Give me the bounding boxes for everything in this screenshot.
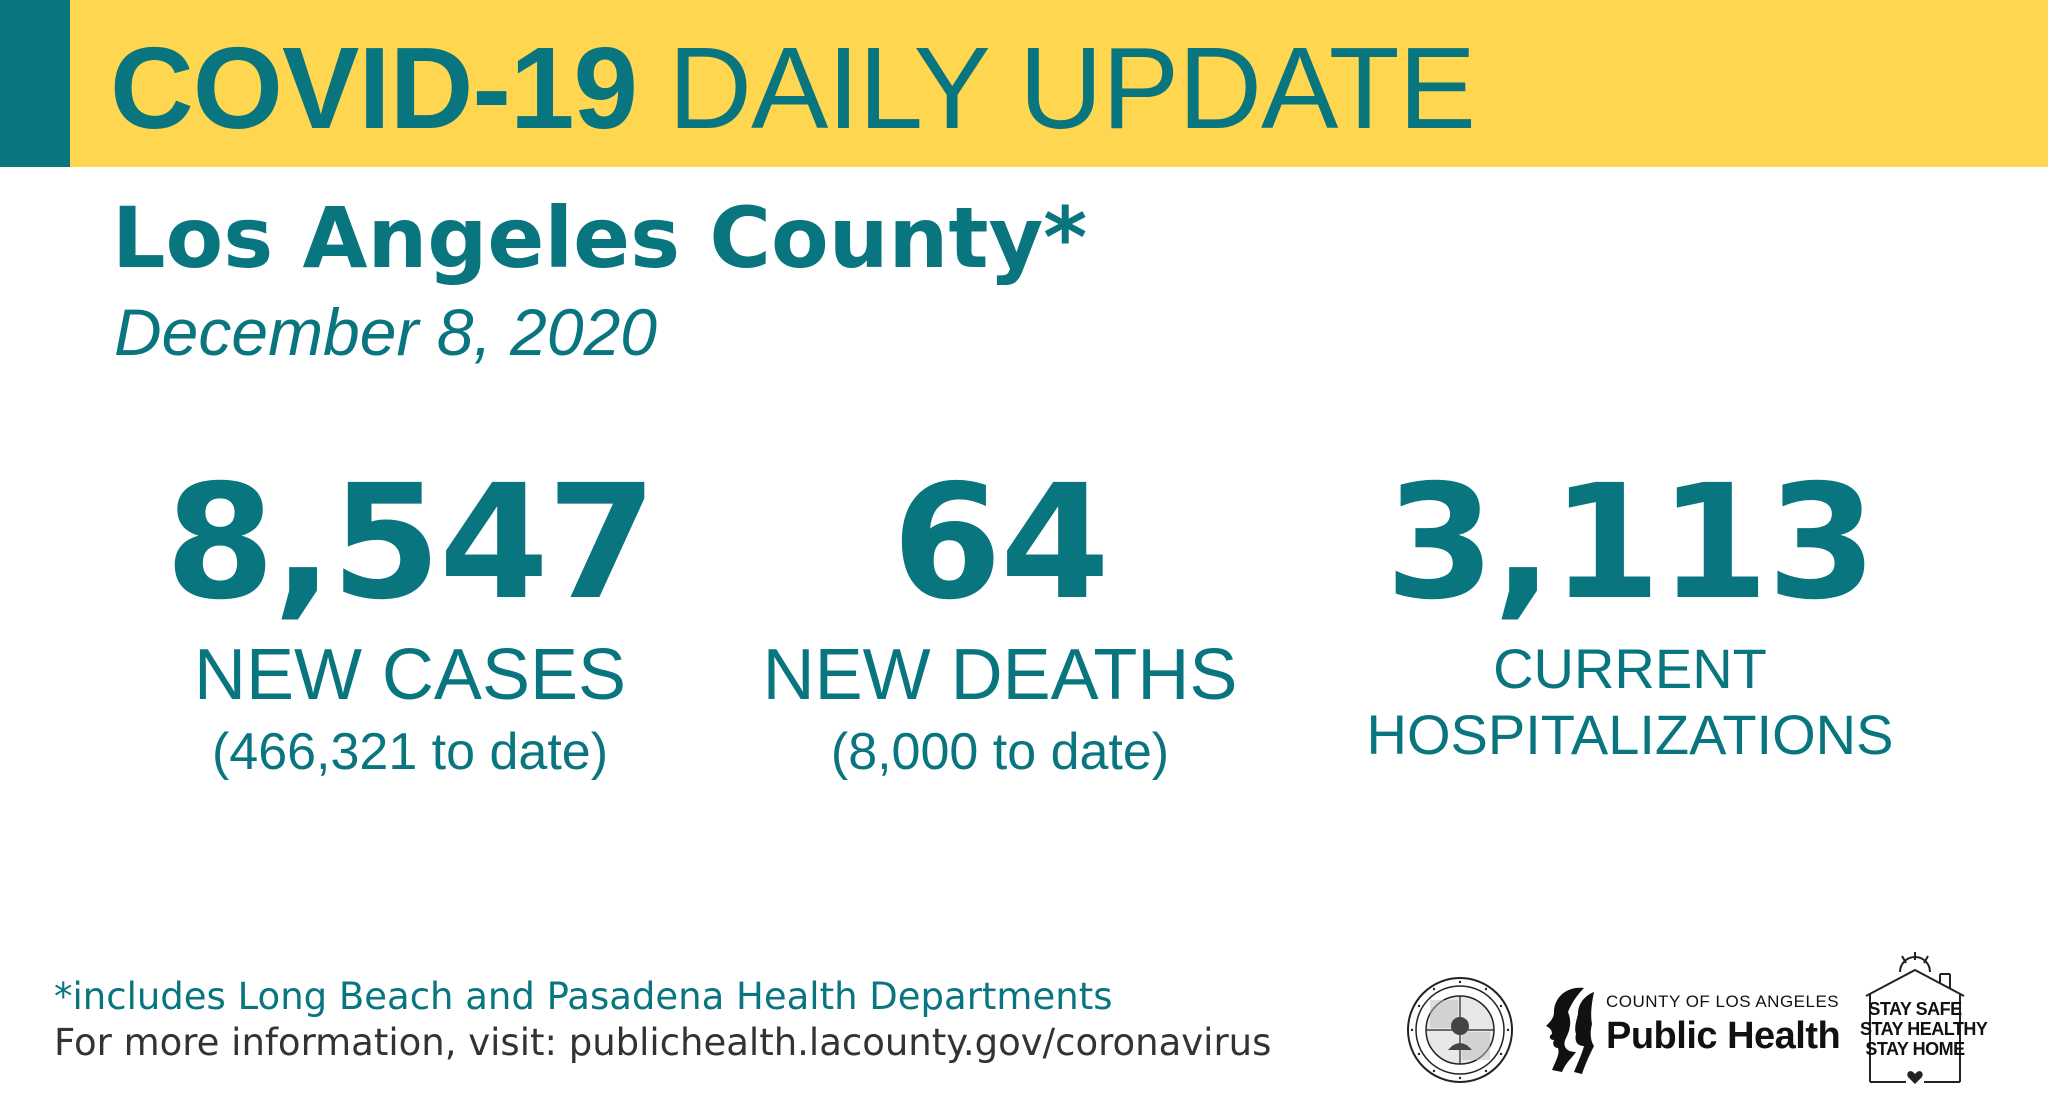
more-info-text: For more information, visit: publichealt… <box>54 1021 1272 1064</box>
public-health-title: Public Health <box>1606 1015 1841 1057</box>
location-heading: Los Angeles County* <box>112 189 1088 287</box>
cases-to-date: (466,321 to date) <box>211 723 609 781</box>
banner-title-light: DAILY UPDATE <box>668 23 1476 153</box>
county-seal-icon <box>1407 977 1513 1083</box>
house-heart-icon <box>1865 952 1965 1084</box>
banner-title: COVID-19 DAILY UPDATE <box>110 23 1476 153</box>
hospitalizations-label-line1: CURRENT <box>1493 637 1767 700</box>
public-health-subtitle: COUNTY OF LOS ANGELES <box>1606 992 1840 1011</box>
stay-home-line: STAY HOME <box>1865 1039 1965 1059</box>
banner-accent-bar <box>0 0 70 167</box>
logo-strip: COUNTY OF LOS ANGELES Public Health STAY… <box>1400 950 2020 1090</box>
public-health-profile-icon <box>1546 987 1594 1074</box>
deaths-to-date: (8,000 to date) <box>830 723 1170 781</box>
new-deaths-value: 64 <box>892 451 1110 635</box>
hospitalizations-stat: 3,113 CURRENT HOSPITALIZATIONS <box>1320 460 1940 768</box>
public-health-logo: COUNTY OF LOS ANGELES Public Health <box>1532 982 1841 1078</box>
new-cases-value: 8,547 <box>165 451 657 635</box>
header-banner: COVID-19 DAILY UPDATE <box>0 0 2048 167</box>
new-cases-label: NEW CASES <box>193 635 627 715</box>
stay-safe-badge: STAY SAFE STAY HEALTHY STAY HOME <box>1860 950 1988 1088</box>
hospitalizations-value: 3,113 <box>1385 451 1877 635</box>
hospitalizations-label: CURRENT HOSPITALIZATIONS <box>1320 636 1940 768</box>
new-deaths-stat: 64 NEW DEATHS (8,000 to date) <box>740 460 1260 784</box>
footnote: *includes Long Beach and Pasadena Health… <box>54 975 1113 1018</box>
new-cases-stat: 8,547 NEW CASES (466,321 to date) <box>150 460 670 784</box>
stay-healthy-line: STAY HEALTHY <box>1860 1019 1988 1039</box>
report-date: December 8, 2020 <box>114 295 657 369</box>
hospitalizations-label-line2: HOSPITALIZATIONS <box>1366 703 1894 766</box>
banner-title-bold: COVID-19 <box>110 23 638 153</box>
stay-safe-line: STAY SAFE <box>1868 999 1962 1019</box>
new-deaths-label: NEW DEATHS <box>762 635 1238 715</box>
